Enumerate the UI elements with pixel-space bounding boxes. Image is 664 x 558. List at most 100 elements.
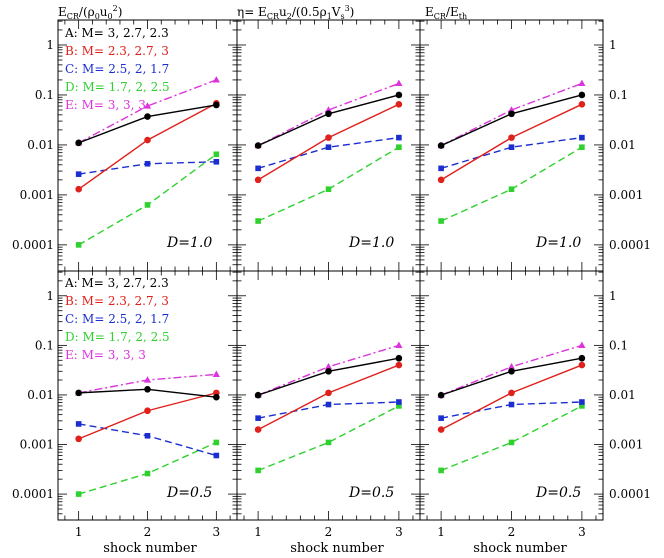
data-point-e xyxy=(212,76,220,83)
annotation-row1-col3: D=1.0 xyxy=(535,235,581,251)
series-b xyxy=(437,101,586,184)
y-tick-label-left: 0.1 xyxy=(35,338,54,352)
series-a xyxy=(437,91,586,149)
series-c xyxy=(75,158,220,177)
series-line-c xyxy=(257,136,399,170)
series-line-d xyxy=(78,153,217,246)
data-point-b xyxy=(254,426,262,433)
data-point-c xyxy=(325,401,332,408)
data-point-c xyxy=(213,452,220,459)
series-line-d xyxy=(257,146,400,222)
data-point-e xyxy=(143,376,152,383)
x-axis-title-2: shock number xyxy=(290,541,384,556)
data-point-d xyxy=(438,467,444,474)
legend-entry-e: E: M= 3, 3, 3 xyxy=(65,348,146,362)
panel-r1-c1: 0.0001 0.001 0.01 0.1 1 xyxy=(12,19,238,272)
data-point-b xyxy=(437,426,445,433)
data-point-e xyxy=(507,362,516,370)
series-b xyxy=(437,361,586,433)
data-point-a xyxy=(578,91,586,99)
data-point-e xyxy=(578,79,586,87)
series-c xyxy=(438,134,585,172)
series-a xyxy=(254,91,403,149)
data-point-b xyxy=(578,361,586,369)
data-point-b xyxy=(325,389,332,397)
panel-r1-c3: 0.0001 0.001 0.01 0.1 1 xyxy=(419,19,651,272)
y-tick-label-left: 0.0001 xyxy=(12,487,54,501)
data-point-a xyxy=(508,367,515,375)
data-point-a xyxy=(144,385,151,393)
data-point-b xyxy=(144,136,151,144)
x-tick-label: 1 xyxy=(437,525,445,539)
column-title-2: η= ECRu2/(0.5ρ1Vs3) xyxy=(237,4,354,21)
series-c xyxy=(255,134,402,172)
data-point-a xyxy=(508,110,515,118)
x-tick-label: 2 xyxy=(325,525,333,539)
data-point-e xyxy=(143,102,152,109)
legend-entry-b: B: M= 2.3, 2.7, 3 xyxy=(65,294,169,308)
y-tick-label-right: 1 xyxy=(609,38,617,52)
data-point-c xyxy=(75,421,82,427)
data-point-a xyxy=(254,142,262,149)
data-point-d xyxy=(508,439,515,446)
data-point-a xyxy=(75,389,82,397)
data-point-d xyxy=(75,491,82,497)
y-tick-label-right: 0.001 xyxy=(609,438,643,452)
legend-entry-c: C: M= 2.5, 2, 1.7 xyxy=(65,312,169,326)
series-line-d xyxy=(257,405,400,472)
annotation-row1-col2: D=1.0 xyxy=(348,235,394,251)
series-line-c xyxy=(440,136,582,170)
annotation-row2-col3: D=0.5 xyxy=(535,485,581,501)
legend-entry-e: E: M= 3, 3, 3 xyxy=(65,98,146,112)
legend-entry-a: A: M= 3, 2.7, 2.3 xyxy=(64,276,169,290)
data-point-b xyxy=(437,176,445,184)
data-point-a xyxy=(75,139,82,147)
y-tick-label-left: 0.01 xyxy=(27,138,54,152)
data-point-d xyxy=(579,144,585,151)
y-tick-label-right: 0.01 xyxy=(609,388,636,402)
legend-entry-d: D: M= 1.7, 2, 2.5 xyxy=(65,330,170,344)
legend-entry-c: C: M= 2.5, 2, 1.7 xyxy=(65,62,169,76)
data-point-a xyxy=(395,354,403,362)
y-tick-label-right: 1 xyxy=(609,289,617,303)
data-point-c xyxy=(508,401,515,408)
series-line-c xyxy=(78,423,217,457)
plot-frames: 0.0001 0.001 0.01 0.1 1 0.0001 0.001 0.01 0.1 1 0.… xyxy=(12,19,651,539)
data-point-c xyxy=(579,134,585,141)
data-point-d xyxy=(396,144,402,151)
series-b xyxy=(254,101,403,184)
legend-entry-a: A: M= 3, 2.7, 2.3 xyxy=(64,26,169,40)
data-point-e xyxy=(507,106,516,113)
x-tick-label: 2 xyxy=(144,525,152,539)
y-tick-label-right: 0.1 xyxy=(609,338,628,352)
data-point-b xyxy=(508,389,515,397)
y-tick-label-left: 0.1 xyxy=(35,88,54,102)
series-line-b xyxy=(78,392,217,440)
data-point-b xyxy=(75,435,82,443)
y-tick-label-right: 0.0001 xyxy=(609,238,651,252)
data-point-a xyxy=(325,367,332,375)
x-tick-label: 3 xyxy=(395,525,403,539)
series-c xyxy=(255,399,402,421)
y-tick-label-right: 0.01 xyxy=(609,138,636,152)
series-a xyxy=(75,101,220,147)
data-point-a xyxy=(213,101,220,109)
data-point-d xyxy=(75,242,82,248)
data-point-c xyxy=(396,134,402,141)
data-point-b xyxy=(144,407,151,415)
series-d xyxy=(438,144,585,224)
y-tick-label-left: 0.001 xyxy=(20,438,54,452)
series-c xyxy=(438,399,585,421)
series-line-e xyxy=(257,82,400,147)
data-point-c xyxy=(579,399,585,405)
series-d xyxy=(438,403,585,474)
series-d xyxy=(75,439,220,497)
data-point-c xyxy=(508,144,515,151)
panel-r1-c2 xyxy=(236,19,421,272)
column-title-1: ECR/(ρ0u02) xyxy=(58,4,122,21)
data-point-b xyxy=(578,101,586,108)
data-point-c xyxy=(144,432,151,439)
data-point-c xyxy=(255,165,261,172)
series-a xyxy=(254,354,403,399)
